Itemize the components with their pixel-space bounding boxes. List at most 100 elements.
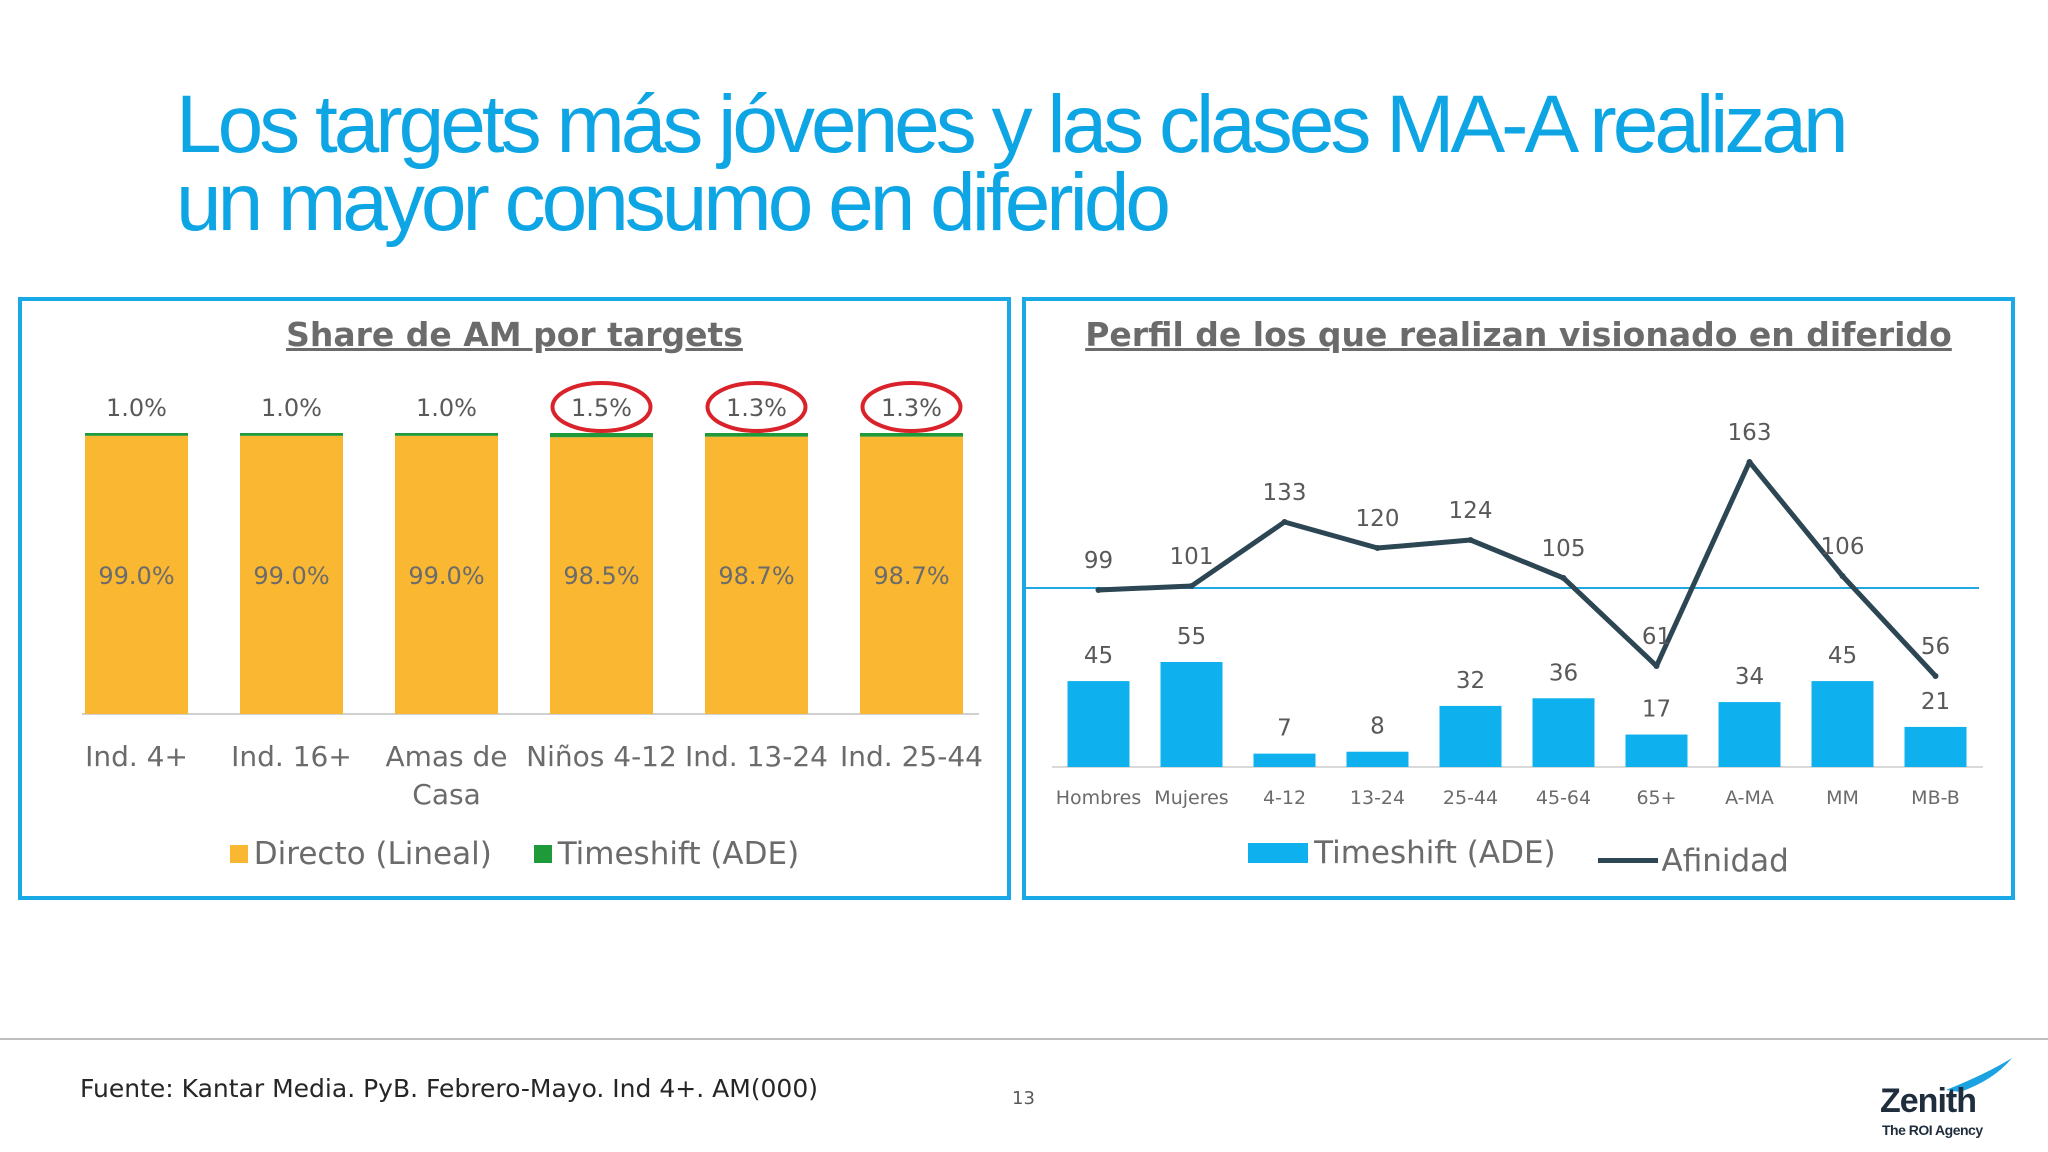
label-timeshift-a-ma: 34 (1735, 664, 1764, 690)
label-afinidad-mujeres: 101 (1170, 544, 1214, 570)
x-tick-a-ma: A-MA (1725, 787, 1774, 809)
bar-directo-ind-4 (85, 435, 188, 714)
label-timeshift-ninos-4-12: 1.5% (571, 394, 632, 422)
x-tick-65: 65+ (1636, 787, 1676, 809)
bar-timeshift-a-ma (1718, 702, 1781, 767)
afinidad-line (1098, 459, 1938, 678)
label-timeshift-ind-25-44: 1.3% (881, 394, 942, 422)
x-tick-ind-4: Ind. 4+ (85, 740, 188, 773)
x-tick-hombres: Hombres (1056, 787, 1141, 809)
label-timeshift-mb-b: 21 (1921, 689, 1950, 715)
legend-label-directo: Directo (Lineal) (253, 836, 492, 872)
x-tick-4-12: 4-12 (1263, 787, 1306, 809)
x-tick-mujeres: Mujeres (1154, 787, 1228, 809)
share-chart-legend: Directo (Lineal) Timeshift (ADE) (22, 835, 1007, 872)
legend-swatch-timeshift (533, 845, 552, 863)
label-timeshift-mm: 45 (1828, 643, 1857, 669)
label-afinidad-65: 61 (1642, 624, 1671, 650)
bar-timeshift-ninos-4-12 (550, 433, 653, 438)
afinidad-point-65 (1653, 663, 1660, 669)
x-tick-25-44: 25-44 (1443, 787, 1498, 809)
label-directo-ind-25-44: 98.7% (873, 562, 949, 590)
legend-swatch-directo (229, 845, 248, 863)
highlight-circle-ninos-4-12 (550, 381, 653, 433)
x-tick-amas-de-casa-line1: Amas de (385, 740, 507, 773)
label-directo-ind-13-24: 98.7% (718, 562, 794, 590)
afinidad-point-4-12 (1281, 519, 1288, 525)
title-line-1: Los targets más jóvenes y las clases MA-… (176, 79, 1849, 170)
legend-label-afinidad: Afinidad (1661, 842, 1789, 879)
afinidad-point-mm (1839, 573, 1846, 579)
label-timeshift-65: 17 (1642, 697, 1671, 723)
legend-item-directo: Directo (Lineal) (229, 836, 492, 872)
bar-timeshift-65 (1625, 734, 1688, 767)
bar-timeshift-hombres (1067, 681, 1130, 767)
bar-timeshift-13-24 (1346, 751, 1409, 767)
afinidad-point-mujeres (1188, 583, 1195, 589)
bar-directo-ind-13-24 (705, 436, 808, 714)
logo-swoosh-icon (1946, 1058, 2012, 1092)
legend-label-timeshift: Timeshift (ADE) (557, 836, 800, 872)
legend-item-afinidad: Afinidad (1597, 842, 1789, 879)
label-afinidad-13-24: 120 (1356, 506, 1400, 532)
x-tick-ninos-4-12: Niños 4-12 (526, 740, 677, 773)
label-afinidad-mb-b: 56 (1921, 634, 1950, 660)
label-timeshift-4-12: 7 (1277, 716, 1292, 742)
afinidad-point-25-44 (1467, 537, 1474, 543)
profile-chart-panel: 45 Hombres 55 Mujeres 7 4-12 8 13-24 32 25-44 36 45… (1022, 297, 2015, 900)
page-number: 13 (1012, 1088, 1035, 1109)
x-tick-amas-de-casa-line2: Casa (412, 778, 480, 811)
bar-timeshift-mm (1811, 681, 1874, 767)
afinidad-point-a-ma (1746, 459, 1753, 465)
label-timeshift-ind-4: 1.0% (106, 394, 167, 422)
bar-timeshift-ind-13-24 (705, 433, 808, 437)
x-tick-mm: MM (1826, 787, 1859, 809)
label-directo-ind-4: 99.0% (98, 562, 174, 590)
label-afinidad-a-ma: 163 (1728, 420, 1772, 446)
share-chart-svg: 99.0% 1.0% Ind. 4+ 99.0% 1.0% Ind. 16+ 99.0% 1.… (82, 381, 983, 811)
bar-timeshift-ind-4 (85, 433, 188, 436)
label-timeshift-mujeres: 55 (1177, 624, 1206, 650)
bar-directo-ind-25-44 (860, 436, 963, 714)
share-chart-title: Share de AM por targets (286, 315, 743, 354)
x-tick-13-24: 13-24 (1350, 787, 1405, 809)
profile-chart-title: Perfil de los que realizan visionado en … (1085, 315, 1952, 354)
x-tick-mb-b: MB-B (1911, 787, 1960, 809)
label-timeshift-ind-13-24: 1.3% (726, 394, 787, 422)
bar-directo-amas-de-casa (395, 435, 498, 714)
label-timeshift-hombres: 45 (1084, 643, 1113, 669)
label-afinidad-45-64: 105 (1542, 536, 1586, 562)
legend-swatch-afinidad (1597, 858, 1658, 863)
label-afinidad-mm: 106 (1821, 534, 1865, 560)
bar-timeshift-mb-b (1904, 726, 1967, 767)
label-afinidad-4-12: 133 (1263, 480, 1307, 506)
label-directo-ninos-4-12: 98.5% (563, 562, 639, 590)
page-title: Los targets más jóvenes y las clases MA-… (176, 79, 1996, 244)
bar-timeshift-25-44 (1439, 705, 1502, 767)
label-timeshift-13-24: 8 (1370, 714, 1385, 740)
label-timeshift-25-44: 32 (1456, 668, 1485, 694)
footer-divider (0, 1038, 2048, 1040)
bar-timeshift-ind-25-44 (860, 433, 963, 437)
x-tick-ind-16: Ind. 16+ (231, 740, 352, 773)
afinidad-point-13-24 (1374, 545, 1381, 551)
label-afinidad-25-44: 124 (1449, 498, 1493, 524)
afinidad-point-45-64 (1560, 575, 1567, 581)
label-directo-amas-de-casa: 99.0% (408, 562, 484, 590)
legend-swatch-timeshift-bars (1248, 843, 1309, 863)
bar-timeshift-45-64 (1532, 698, 1595, 767)
bar-timeshift-4-12 (1253, 753, 1316, 767)
afinidad-point-hombres (1095, 587, 1102, 593)
highlight-circle-ind-13-24 (705, 381, 808, 433)
highlight-circle-ind-25-44 (860, 381, 963, 433)
bar-timeshift-amas-de-casa (395, 433, 498, 436)
logo-tagline: The ROI Agency (1882, 1122, 1983, 1138)
logo-wordmark: Zenith (1880, 1082, 1977, 1120)
x-tick-ind-25-44: Ind. 25-44 (840, 740, 983, 773)
label-timeshift-45-64: 36 (1549, 660, 1578, 686)
label-directo-ind-16: 99.0% (253, 562, 329, 590)
profile-chart-legend: Timeshift (ADE) Afinidad (1026, 835, 2011, 879)
label-timeshift-amas-de-casa: 1.0% (416, 394, 477, 422)
afinidad-point-mb-b (1932, 673, 1939, 679)
label-afinidad-hombres: 99 (1084, 548, 1113, 574)
